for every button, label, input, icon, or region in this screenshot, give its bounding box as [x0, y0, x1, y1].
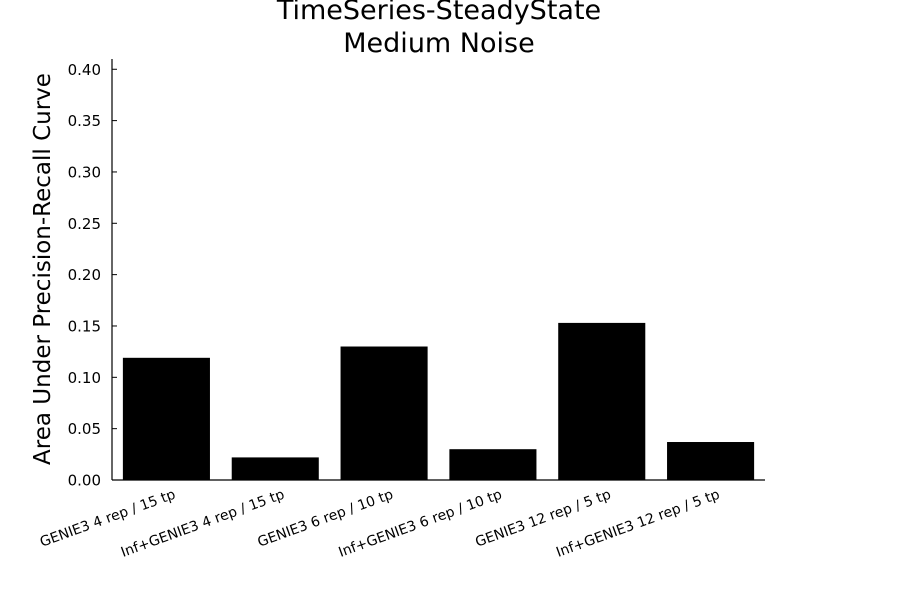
y-tick-label-6: 0.25 [68, 215, 101, 233]
bar-4 [449, 449, 537, 480]
y-tick-label-9: 0.40 [68, 61, 101, 79]
y-tick-label-8: 0.35 [68, 112, 101, 130]
bar-6 [667, 442, 755, 480]
y-tick-label-4: 0.15 [68, 317, 101, 335]
chart-title: TimeSeries-SteadyState Medium Noise [276, 0, 601, 59]
chart-title-line-1: TimeSeries-SteadyState [276, 0, 601, 26]
bar-5 [558, 322, 646, 480]
bar-2 [231, 457, 319, 480]
chart-title-line-2: Medium Noise [343, 28, 534, 59]
bars-group [122, 322, 755, 480]
y-axis-label: Area Under Precision-Recall Curve [30, 73, 56, 465]
bar-3 [340, 346, 428, 480]
y-tick-label-1: 0.00 [68, 472, 101, 490]
y-ticks-group: 0.00 0.05 0.10 0.15 0.20 0.25 0.30 0.35 0.40 [68, 61, 117, 490]
y-tick-label-5: 0.20 [68, 266, 101, 284]
bar-1 [122, 357, 210, 480]
y-tick-label-7: 0.30 [68, 163, 101, 181]
y-tick-label-2: 0.05 [68, 420, 101, 438]
y-tick-label-3: 0.10 [68, 369, 101, 387]
